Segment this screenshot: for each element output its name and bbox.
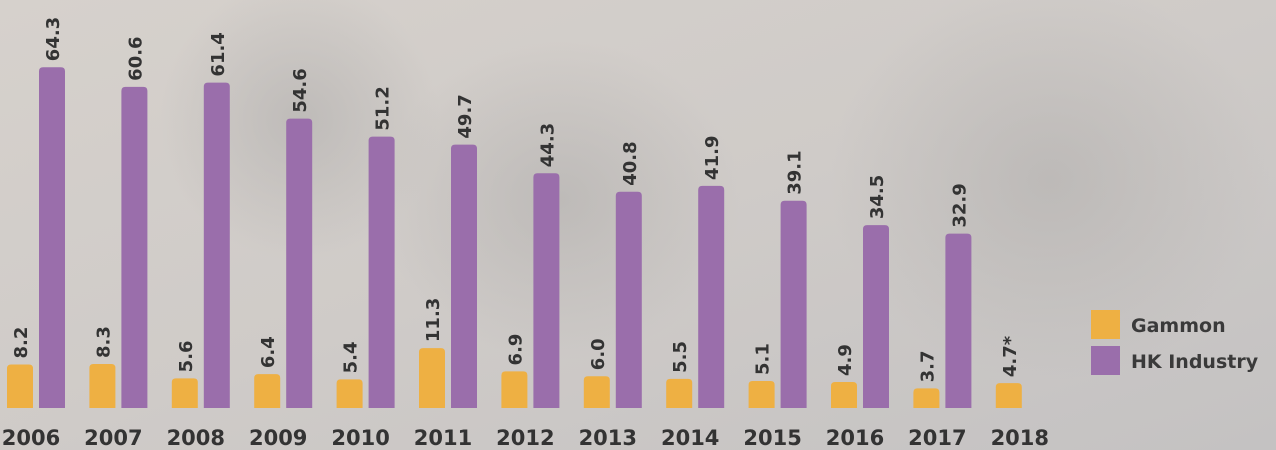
value-label: 54.6: [290, 68, 311, 112]
bar: [780, 200, 807, 408]
value-label: 39.1: [785, 150, 806, 194]
bar: [121, 86, 148, 408]
value-label: 4.7*: [1000, 335, 1021, 377]
value-label: 40.8: [620, 141, 641, 185]
value-label: 51.2: [373, 86, 394, 130]
bar: [698, 185, 725, 408]
bar: [7, 364, 33, 408]
bar: [286, 118, 313, 409]
value-label: 8.3: [93, 326, 114, 358]
bar: [39, 67, 65, 409]
value-label: 32.9: [949, 183, 970, 227]
value-label: 34.5: [867, 175, 888, 219]
value-label: 64.3: [43, 17, 64, 61]
value-label: 6.9: [505, 334, 526, 366]
bar: [995, 383, 1022, 408]
value-label: 3.7: [917, 350, 938, 382]
value-label: 41.9: [702, 136, 723, 180]
value-label: 5.1: [753, 343, 774, 375]
value-label: 6.4: [258, 336, 279, 368]
value-label: 5.4: [341, 341, 362, 373]
bar: [501, 371, 528, 408]
legend-swatch: [1091, 310, 1120, 339]
bar: [254, 374, 281, 408]
bar: [368, 136, 395, 408]
x-tick-label: 2006: [2, 426, 60, 450]
value-label: 11.3: [423, 298, 444, 342]
x-tick-label: 2010: [331, 426, 389, 450]
value-label: 8.2: [11, 327, 32, 359]
x-tick-label: 2007: [84, 426, 142, 450]
bar: [615, 191, 642, 408]
bar: [831, 382, 857, 408]
bar: [863, 225, 889, 408]
value-label: 49.7: [455, 94, 476, 138]
x-tick-label: 2016: [826, 426, 884, 450]
bar: [945, 233, 972, 408]
bar: [666, 378, 693, 408]
bar: [913, 388, 940, 408]
background-shade: [830, 0, 1270, 380]
bar: [451, 144, 477, 408]
x-tick-label: 2013: [579, 426, 637, 450]
x-tick-label: 2015: [743, 426, 801, 450]
x-tick-label: 2008: [167, 426, 225, 450]
legend-label: HK Industry: [1131, 351, 1259, 373]
bar: [203, 82, 230, 408]
bar: [336, 379, 363, 408]
x-tick-label: 2009: [249, 426, 307, 450]
legend-label: Gammon: [1131, 315, 1226, 337]
x-tick-label: 2011: [414, 426, 472, 450]
value-label: 6.0: [588, 338, 609, 370]
x-tick-label: 2018: [991, 426, 1049, 450]
x-tick-label: 2017: [908, 426, 966, 450]
x-tick-label: 2012: [496, 426, 554, 450]
bar: [171, 378, 198, 408]
value-label: 60.6: [125, 36, 146, 80]
x-tick-label: 2014: [661, 426, 719, 450]
bar: [533, 173, 560, 408]
value-label: 44.3: [537, 123, 558, 167]
bar: [583, 376, 610, 408]
value-label: 4.9: [835, 344, 856, 376]
value-label: 5.5: [670, 341, 691, 373]
bar: [419, 348, 445, 408]
value-label: 61.4: [208, 32, 229, 76]
bar: [748, 380, 775, 408]
legend-swatch: [1091, 346, 1120, 375]
value-label: 5.6: [176, 340, 197, 372]
bar: [89, 364, 116, 408]
